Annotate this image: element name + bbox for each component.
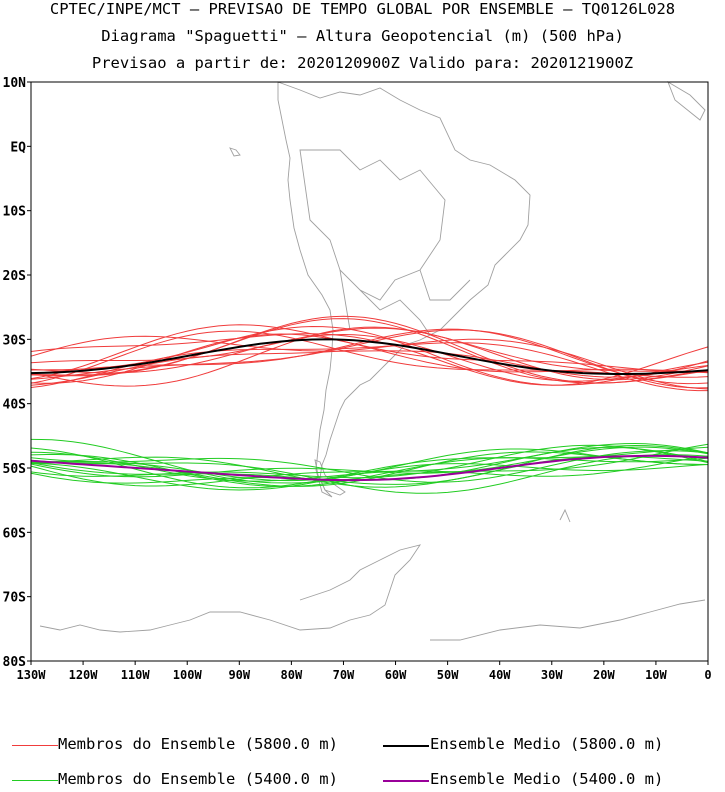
- ensemble-member-5800-line: [30, 335, 709, 378]
- lat-label: 50S: [3, 462, 27, 477]
- ensemble-members-5400: [30, 438, 709, 494]
- title-line-3: Previsao a partir de: 2020120900Z Valido…: [91, 54, 634, 72]
- legend-mean-5800: Ensemble Medio (5800.0 m): [430, 735, 664, 753]
- lat-label: 40S: [3, 398, 27, 413]
- legend-swatch-members-5400: [12, 780, 58, 781]
- ensemble-member-5400-line: [30, 444, 709, 485]
- lon-label: 120W: [69, 668, 99, 682]
- lon-label: 100W: [173, 668, 203, 682]
- ensemble-member-5800-line: [30, 328, 709, 385]
- ensemble-member-5800-line: [30, 318, 709, 384]
- lon-label: 40W: [489, 668, 511, 682]
- ensemble-mean-5400-line: [30, 454, 709, 482]
- lon-label: 80W: [281, 668, 303, 682]
- lon-label: 0: [704, 668, 711, 682]
- ensemble-members-5800: [30, 315, 709, 392]
- legend-members-5800: Membros do Ensemble (5800.0 m): [58, 735, 338, 753]
- lat-label: 10S: [3, 205, 27, 220]
- ensemble-mean-5800-line: [30, 338, 709, 375]
- lon-label: 90W: [228, 668, 250, 682]
- lat-label: 70S: [3, 591, 27, 606]
- lon-label: 20W: [593, 668, 615, 682]
- lat-label: 20S: [3, 269, 27, 284]
- lat-label: EQ: [10, 140, 26, 155]
- ensemble-member-5800-line: [30, 327, 709, 381]
- ensemble-member-5400-line: [30, 462, 709, 491]
- ensemble-member-5800-line: [30, 330, 709, 384]
- title-line-2: Diagrama "Spaguetti" – Altura Geopotenci…: [101, 27, 624, 45]
- lon-label: 60W: [385, 668, 407, 682]
- lat-label: 10N: [3, 76, 27, 91]
- coastlines: [39, 80, 706, 641]
- lon-label: 110W: [121, 668, 151, 682]
- legend-swatch-mean-5400: [383, 780, 429, 782]
- ensemble-member-5400-line: [30, 454, 709, 494]
- lon-label: 10W: [645, 668, 667, 682]
- lon-label: 130W: [17, 668, 47, 682]
- lat-label: 30S: [3, 333, 27, 348]
- ensemble-member-5800-line: [30, 333, 709, 386]
- legend-swatch-members-5800: [12, 745, 58, 746]
- ensemble-member-5800-line: [30, 324, 709, 380]
- lat-label: 80S: [3, 655, 27, 670]
- legend-mean-5400: Ensemble Medio (5400.0 m): [430, 770, 664, 788]
- map-frame: [30, 81, 709, 662]
- ensemble-member-5800-line: [30, 333, 709, 384]
- lat-label: 60S: [3, 526, 27, 541]
- title-line-1: CPTEC/INPE/MCT – PREVISAO DE TEMPO GLOBA…: [49, 0, 676, 18]
- lon-label: 50W: [437, 668, 459, 682]
- lon-label: 30W: [541, 668, 563, 682]
- legend-swatch-mean-5800: [383, 745, 429, 747]
- ensemble-member-5400-line: [30, 451, 709, 482]
- ensemble-member-5400-line: [30, 444, 709, 479]
- ensemble-member-5800-line: [30, 325, 709, 386]
- legend-members-5400: Membros do Ensemble (5400.0 m): [58, 770, 338, 788]
- ensemble-member-5400-line: [30, 446, 709, 478]
- lon-label: 70W: [333, 668, 355, 682]
